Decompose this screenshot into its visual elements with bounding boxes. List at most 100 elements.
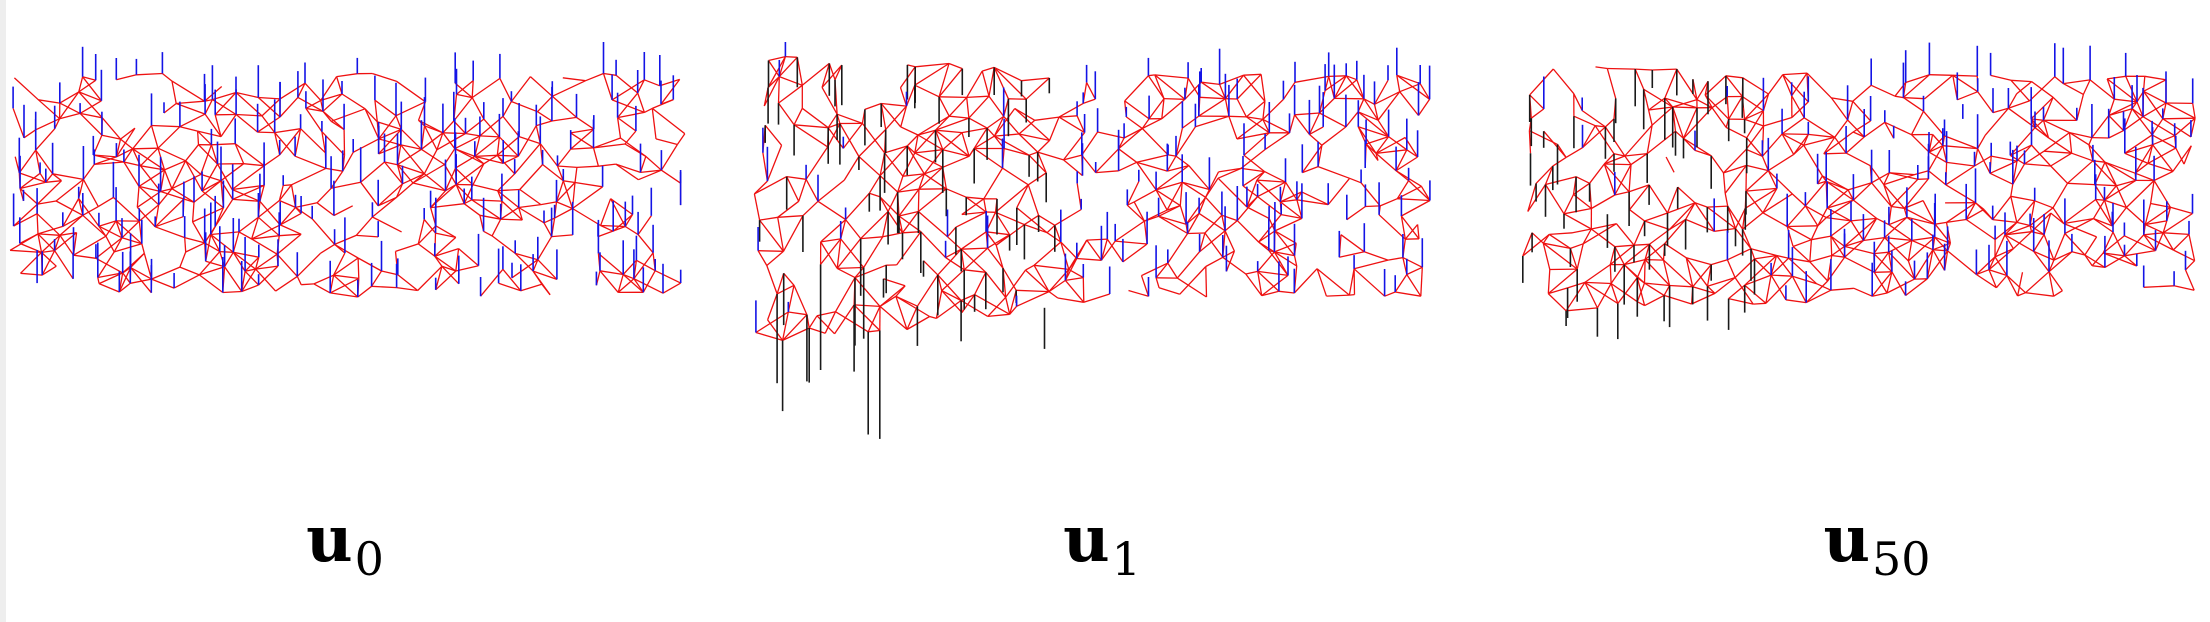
mesh-edge bbox=[902, 152, 916, 177]
mesh-edge bbox=[879, 295, 897, 307]
mesh-edge bbox=[1274, 230, 1296, 257]
mesh-edge bbox=[274, 132, 281, 156]
mesh-edge bbox=[1804, 205, 1819, 227]
mesh-edge bbox=[204, 242, 221, 253]
mesh-edge bbox=[1905, 74, 1930, 84]
mesh-edge bbox=[1416, 224, 1420, 239]
mesh-edge bbox=[805, 178, 819, 202]
mesh-edge bbox=[993, 67, 1009, 100]
mesh-edge bbox=[2043, 212, 2052, 235]
mesh-edge bbox=[2143, 285, 2175, 288]
mesh-edge bbox=[820, 238, 842, 265]
mesh-edge bbox=[1844, 240, 1864, 258]
mesh-edge bbox=[1179, 182, 1183, 206]
mesh-edge bbox=[82, 76, 96, 81]
mesh-edge bbox=[364, 108, 380, 140]
mesh-edge bbox=[787, 285, 795, 313]
mesh-edge bbox=[474, 135, 481, 157]
mesh-edge bbox=[1167, 262, 1178, 279]
mesh-edge bbox=[622, 274, 644, 293]
mesh-edge bbox=[782, 215, 804, 252]
mesh-edge bbox=[759, 216, 778, 221]
mesh-edge bbox=[2143, 79, 2167, 92]
mesh-edge bbox=[2010, 79, 2032, 83]
mesh-edge bbox=[53, 235, 61, 251]
mesh-edge bbox=[333, 274, 359, 298]
mesh-edge bbox=[917, 129, 936, 136]
mesh-edge bbox=[1124, 100, 1150, 120]
mesh-edge bbox=[112, 196, 140, 222]
mesh-edge bbox=[1095, 148, 1120, 174]
mesh-edge bbox=[1946, 161, 1975, 167]
mesh-edge bbox=[454, 148, 485, 165]
mesh-edge bbox=[2152, 144, 2174, 172]
mesh-edge bbox=[1221, 214, 1238, 222]
mesh-edge bbox=[1876, 217, 1890, 226]
mesh-edge bbox=[1942, 145, 1978, 150]
mesh-edge bbox=[1691, 292, 1716, 305]
mesh-edge bbox=[396, 286, 418, 292]
mesh-edge bbox=[1567, 281, 1586, 289]
mesh-edge bbox=[2048, 271, 2063, 292]
mesh-edge bbox=[1682, 107, 1698, 139]
mesh-edge bbox=[537, 111, 553, 122]
mesh-edge bbox=[491, 218, 502, 237]
mesh-edge bbox=[644, 107, 653, 113]
mesh-edge bbox=[1274, 251, 1298, 267]
mesh-edge bbox=[330, 181, 361, 189]
mesh-edge bbox=[1003, 147, 1030, 156]
mesh-edge bbox=[176, 100, 205, 105]
mesh-edge bbox=[1744, 255, 1778, 286]
mesh-edge bbox=[1327, 177, 1351, 206]
mesh-edge bbox=[837, 266, 864, 270]
mesh-edge bbox=[1028, 151, 1038, 156]
mesh-edge bbox=[562, 180, 574, 209]
mesh-edge bbox=[529, 76, 553, 97]
mesh-edge bbox=[895, 296, 908, 330]
mesh-edge bbox=[1168, 154, 1177, 157]
mesh-edge bbox=[1977, 91, 1994, 113]
mesh-edge bbox=[1728, 96, 1743, 120]
mesh-edge bbox=[1114, 220, 1145, 242]
mesh-edge bbox=[777, 200, 800, 218]
mesh-edge bbox=[1734, 208, 1746, 229]
mesh-edge bbox=[840, 238, 865, 268]
mesh-edge bbox=[1081, 154, 1097, 174]
mesh-edge bbox=[767, 60, 780, 77]
mesh-edge bbox=[1945, 184, 1976, 204]
mesh-edge bbox=[900, 126, 919, 136]
mesh-edge bbox=[1665, 156, 1675, 173]
mesh-edge bbox=[243, 163, 265, 167]
mesh-edge bbox=[2082, 79, 2091, 95]
mesh-edge bbox=[1133, 201, 1145, 222]
mesh-edge bbox=[1034, 116, 1060, 121]
mesh-edge bbox=[924, 166, 943, 175]
mesh-edge bbox=[1591, 223, 1617, 230]
mesh-edge bbox=[914, 129, 936, 154]
mesh-edge bbox=[603, 72, 617, 76]
mesh-edge bbox=[400, 144, 422, 150]
mesh-edge bbox=[1830, 236, 1833, 256]
mesh-edge bbox=[192, 221, 206, 244]
mesh-edge bbox=[615, 74, 639, 94]
mesh-edge bbox=[1345, 111, 1359, 128]
label-u50-symbol: u bbox=[1823, 502, 1870, 577]
mesh-edge bbox=[617, 117, 637, 132]
mesh-edge bbox=[935, 129, 970, 157]
mesh-edge bbox=[986, 115, 1005, 129]
mesh-edge bbox=[624, 214, 634, 227]
mesh-edge bbox=[1945, 165, 1975, 186]
mesh-edge bbox=[1744, 187, 1778, 209]
mesh-edge bbox=[1528, 130, 1532, 154]
mesh-edge bbox=[1792, 239, 1812, 248]
mesh-edge bbox=[1296, 191, 1303, 201]
mesh-edge bbox=[1845, 136, 1865, 154]
mesh-edge bbox=[1573, 93, 1583, 111]
mesh-edge bbox=[968, 95, 990, 119]
mesh-edge bbox=[1060, 241, 1078, 259]
mesh-edge bbox=[151, 266, 181, 280]
mesh-edge bbox=[1326, 294, 1350, 297]
mesh-edge bbox=[782, 327, 810, 341]
mesh-edge bbox=[821, 64, 843, 88]
mesh-edge bbox=[1644, 220, 1670, 231]
